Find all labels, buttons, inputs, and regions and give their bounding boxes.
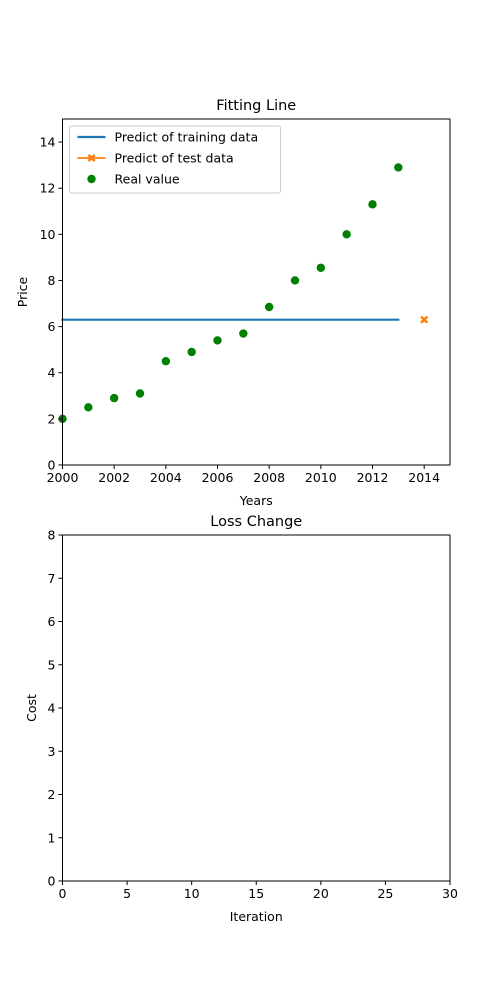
y-tick-label: 1: [48, 830, 56, 845]
real-value-point: [394, 163, 403, 172]
y-tick-label: 4: [48, 701, 56, 716]
real-value-point: [316, 263, 326, 272]
chart-2: 0 5 10 15 20 25 30 0 1 2 3 4 5 6 7 8 Loss Change Iteratio…: [24, 514, 458, 924]
test-prediction-marker: [420, 315, 429, 324]
real-value-point: [84, 403, 93, 412]
y-tick-label: 5: [48, 657, 56, 672]
x-tick-label: 2008: [253, 470, 285, 485]
y-tick-label: 6: [48, 319, 56, 334]
real-value-point: [135, 389, 145, 398]
y-tick-label: 0: [48, 874, 56, 889]
y-axis-label: Cost: [24, 694, 39, 722]
y-tick-label: 2: [48, 787, 56, 802]
y-tick-label: 6: [48, 614, 56, 629]
y-tick-label: 7: [48, 571, 56, 586]
legend-label: Predict of training data: [115, 130, 259, 145]
x-tick-label: 10: [184, 886, 200, 901]
plot-frame: [62, 118, 451, 466]
legend-label: Predict of test data: [115, 151, 234, 166]
y-tick-label: 2: [48, 411, 56, 426]
chart-title: Fitting Line: [216, 98, 296, 114]
x-tick-label: 15: [248, 886, 264, 901]
y-tick-label: 3: [48, 744, 56, 759]
legend-label: Real value: [115, 172, 180, 187]
x-tick-label: 30: [442, 886, 458, 901]
real-value-point: [187, 347, 196, 357]
x-tick-label: 2014: [408, 470, 440, 485]
x-axis-label: Years: [239, 493, 273, 508]
real-value-point: [342, 230, 351, 239]
legend: Predict of training data Predict of test …: [69, 125, 281, 194]
real-value-point: [161, 357, 171, 366]
y-axis-label: Price: [15, 276, 30, 307]
x-tick-label: 2006: [202, 470, 234, 485]
x-tick-label: 2012: [357, 470, 389, 485]
y-tick-label: 4: [48, 365, 56, 380]
x-axis-label: Iteration: [230, 909, 283, 924]
plot-frame: [62, 534, 451, 882]
x-tick-label: 25: [377, 886, 393, 901]
real-value-point: [264, 302, 274, 312]
legend-marker-swatch: [87, 154, 96, 162]
x-tick-label: 20: [313, 886, 329, 901]
y-tick-label: 14: [40, 135, 56, 150]
chart-1: 2000 2002 2004 2006 2008 2010 2012 2014 0 2 4 6 8 10 1…: [15, 98, 451, 508]
x-tick-label: 0: [59, 886, 67, 901]
chart-title: Loss Change: [210, 514, 302, 530]
x-tick-label: 2002: [98, 470, 130, 485]
x-tick-label: 2004: [150, 470, 182, 485]
real-value-point: [239, 329, 248, 338]
x-tick-label: 2010: [305, 470, 337, 485]
y-tick-label: 8: [48, 528, 56, 543]
y-tick-label: 12: [40, 181, 56, 196]
real-value-point: [290, 276, 300, 285]
x-tick-label: 5: [123, 886, 131, 901]
legend-point-swatch: [87, 174, 96, 184]
y-tick-label: 0: [48, 458, 56, 473]
x-tick-label: 2000: [47, 470, 79, 485]
y-tick-label: 10: [40, 227, 56, 242]
legend-box: [69, 125, 281, 194]
y-tick-label: 8: [48, 273, 56, 288]
real-value-point: [213, 336, 222, 345]
real-value-point: [109, 393, 119, 403]
real-value-point: [368, 200, 377, 209]
